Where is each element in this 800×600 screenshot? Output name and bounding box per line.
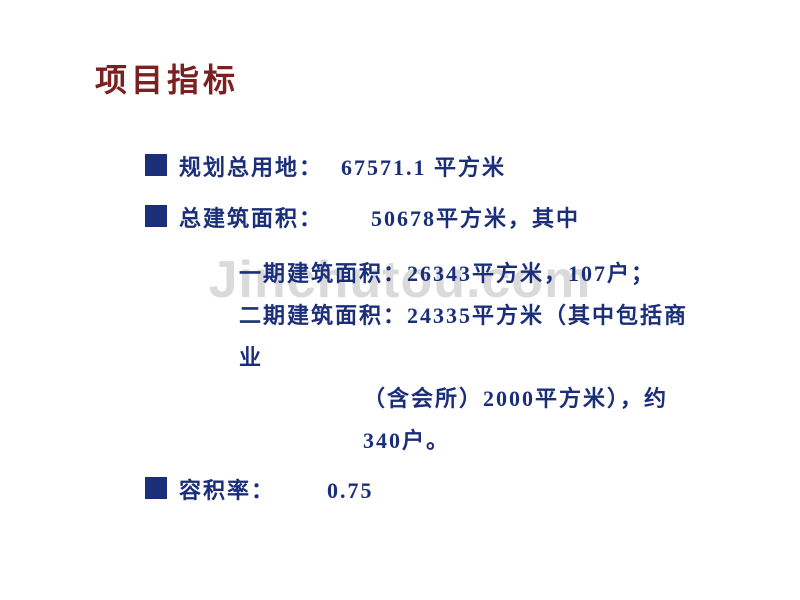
metric-value: 67571.1 平方米 xyxy=(341,155,506,180)
metric-label: 容积率： xyxy=(179,478,275,503)
metric-label: 规划总用地： xyxy=(179,155,323,180)
bullet-text: 规划总用地： 67571.1 平方米 xyxy=(179,151,506,184)
metric-label: 总建筑面积： xyxy=(179,206,323,231)
bullet-square-icon xyxy=(145,205,167,227)
metric-value: 50678平方米，其中 xyxy=(371,206,580,231)
sub-item-line: 一期建筑面积：26343平方米，107户； xyxy=(145,253,705,295)
bullet-text: 总建筑面积： 50678平方米，其中 xyxy=(179,202,580,235)
bullet-square-icon xyxy=(145,477,167,499)
bullet-item: 规划总用地： 67571.1 平方米 xyxy=(145,151,705,184)
slide-title: 项目指标 xyxy=(95,55,705,101)
content-area: 规划总用地： 67571.1 平方米 总建筑面积： 50678平方米，其中 一期建筑… xyxy=(95,151,705,507)
bullet-square-icon xyxy=(145,154,167,176)
sub-item-line: 二期建筑面积：24335平方米（其中包括商业 xyxy=(145,295,705,379)
sub-item-continue: （含会所）2000平方米），约340户。 xyxy=(145,378,705,462)
bullet-item: 容积率： 0.75 xyxy=(145,474,705,507)
bullet-text: 容积率： 0.75 xyxy=(179,474,374,507)
bullet-item: 总建筑面积： 50678平方米，其中 xyxy=(145,202,705,235)
metric-value: 0.75 xyxy=(327,478,374,503)
